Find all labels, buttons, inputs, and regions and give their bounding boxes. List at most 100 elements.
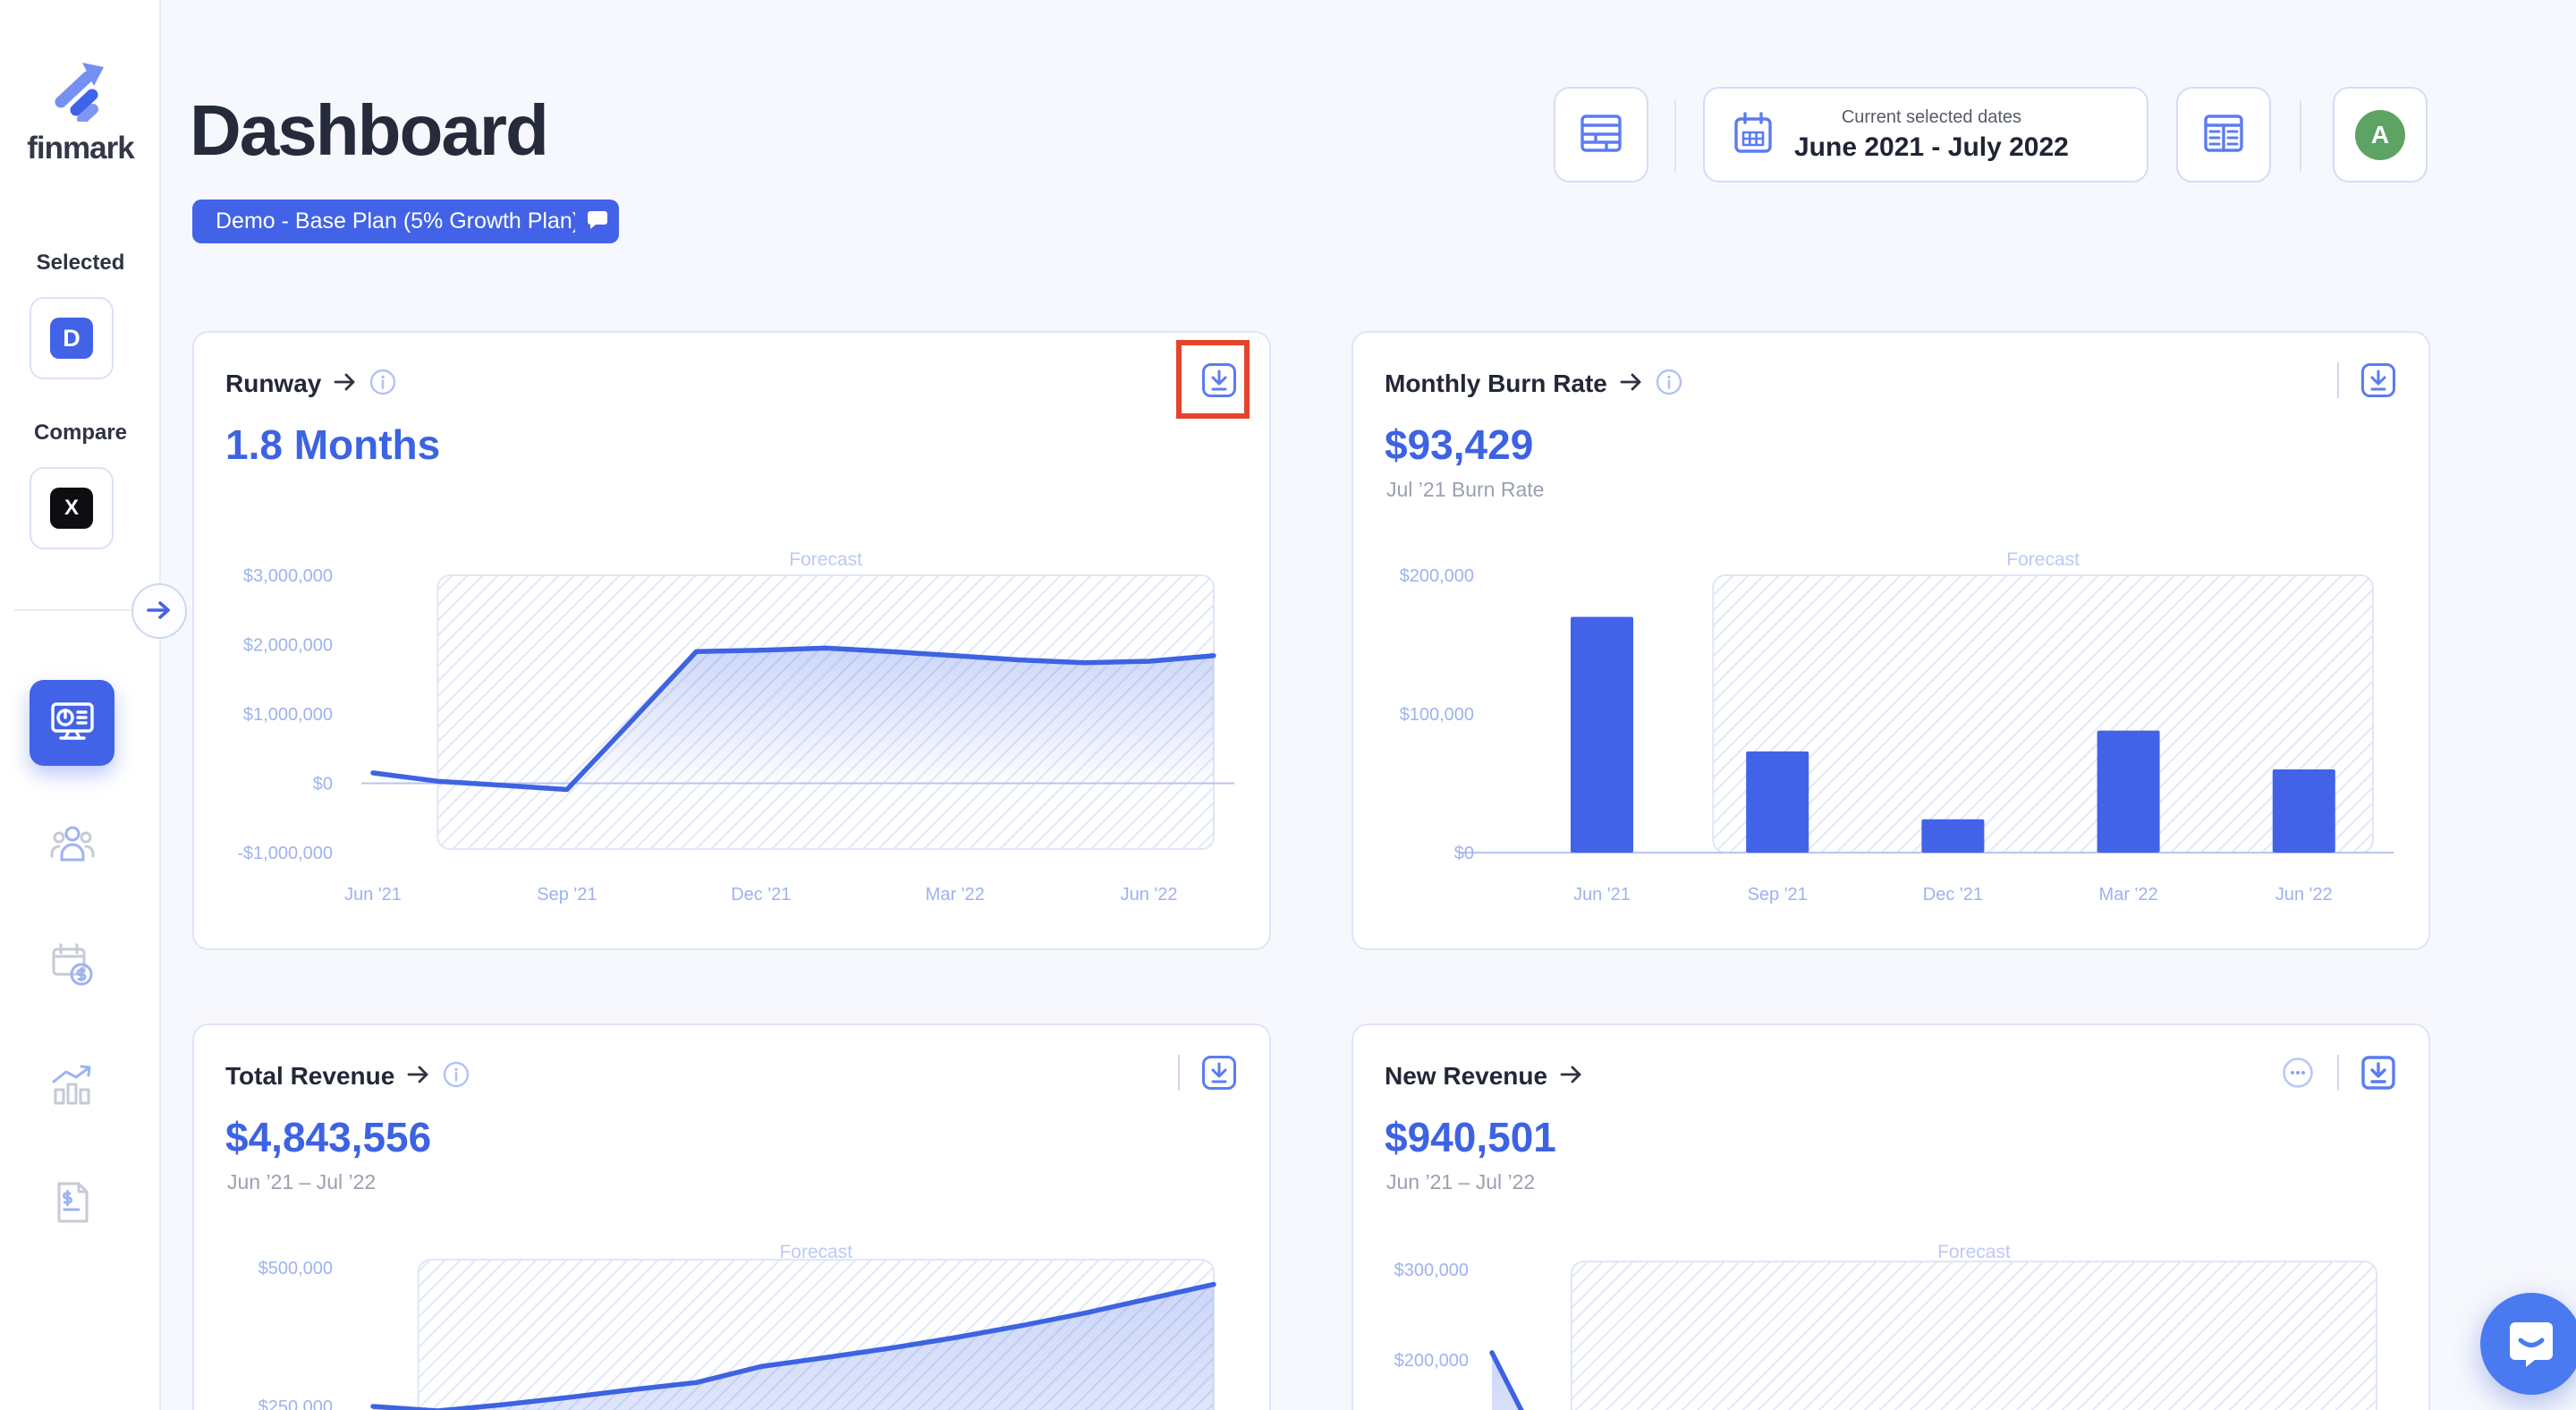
table-rows-icon	[1578, 110, 1624, 159]
svg-text:$200,000: $200,000	[1400, 566, 1474, 586]
series-line	[370, 1281, 1216, 1410]
forecast-region: Forecast	[1570, 1242, 2377, 1410]
sidebar-item-team[interactable]	[49, 820, 96, 867]
compare-label: Compare	[33, 420, 128, 445]
account-menu-button[interactable]: A	[2333, 87, 2428, 183]
y-axis-labels: $200,000 $100,000 $0	[1400, 566, 1474, 863]
x-axis-labels: Jun '21 Sep '21 Dec '21 Mar '22 Jun '22	[1573, 885, 2333, 905]
arrow-right-icon[interactable]	[1620, 371, 1643, 397]
svg-text:$1,000,000: $1,000,000	[243, 705, 333, 725]
forecast-label: Forecast	[2006, 549, 2080, 570]
sidebar-item-reports[interactable]	[49, 1062, 96, 1108]
svg-text:-$1,000,000: -$1,000,000	[237, 844, 333, 863]
summary-table-button[interactable]	[1554, 87, 1648, 183]
info-icon[interactable]	[443, 1061, 470, 1092]
series-area	[373, 648, 1214, 790]
arrow-right-icon[interactable]	[1560, 1064, 1583, 1090]
date-range-value: June 2021 - July 2022	[1794, 132, 2069, 162]
arrow-right-icon[interactable]	[407, 1064, 430, 1090]
comment-button[interactable]	[575, 200, 619, 243]
card-header-divider	[2337, 362, 2339, 398]
card-header-divider	[2337, 1055, 2339, 1091]
card-title: New Revenue	[1385, 1062, 1548, 1090]
finmark-logo-icon	[47, 59, 114, 126]
date-range-selector[interactable]: Current selected dates June 2021 - July …	[1703, 87, 2148, 183]
sidebar-expand-button[interactable]	[131, 583, 187, 639]
total-revenue-kpi-value: $4,843,556	[225, 1114, 432, 1160]
calendar-icon	[1730, 110, 1776, 159]
sidebar-item-invoices[interactable]	[49, 1179, 96, 1226]
selected-scenario-slot[interactable]: D	[30, 297, 114, 379]
calendar-dollar-icon	[49, 943, 96, 991]
forecast-label: Forecast	[789, 549, 862, 570]
sidebar: finmark Selected D Compare X	[0, 0, 161, 1410]
total-revenue-subtitle: Jun ’21 – Jul ’22	[227, 1170, 377, 1193]
bars	[1571, 616, 2335, 853]
date-range-label: Current selected dates	[1841, 106, 2022, 127]
info-icon[interactable]	[369, 369, 396, 400]
sidebar-item-dashboard[interactable]	[30, 680, 114, 766]
svg-text:Jun '21: Jun '21	[344, 885, 402, 905]
date-texts: Current selected dates June 2021 - July …	[1794, 107, 2069, 163]
card-header-divider	[1178, 1055, 1180, 1091]
svg-text:$300,000: $300,000	[1394, 1261, 1469, 1280]
svg-text:$200,000: $200,000	[1394, 1351, 1469, 1371]
card-title: Monthly Burn Rate	[1385, 369, 1607, 397]
y-axis-labels: $3,000,000 $2,000,000 $1,000,000 $0 -$1,000,…	[237, 566, 333, 863]
bar	[1921, 819, 1985, 853]
download-button[interactable]	[2360, 1055, 2396, 1091]
selected-scenario-badge: D	[50, 318, 93, 359]
new-revenue-kpi-value: $940,501	[1385, 1114, 1556, 1160]
team-icon	[49, 826, 96, 871]
bar	[1746, 751, 1809, 853]
runway-kpi-value: 1.8 Months	[225, 421, 441, 468]
forecast-region: Forecast	[1712, 549, 2374, 854]
info-icon[interactable]	[1656, 369, 1682, 400]
card-title: Total Revenue	[225, 1062, 395, 1090]
avatar: A	[2355, 109, 2405, 160]
page-title: Dashboard	[190, 90, 549, 170]
svg-text:$0: $0	[313, 775, 333, 794]
download-button[interactable]	[1201, 1055, 1237, 1091]
plan-badge[interactable]: Demo - Base Plan (5% Growth Plan)	[192, 200, 604, 243]
monthly-burn-rate-card: Monthly Burn Rate $93,429 Jul ’21 Burn R…	[1352, 331, 2430, 950]
data-table-button[interactable]	[2176, 87, 2271, 183]
bar	[2097, 730, 2160, 853]
y-axis-labels: $300,000 $200,000	[1394, 1261, 1469, 1371]
svg-text:Dec '21: Dec '21	[731, 885, 791, 905]
burn-rate-subtitle: Jul ’21 Burn Rate	[1386, 478, 1545, 501]
bar	[2272, 769, 2335, 853]
svg-text:Jun '21: Jun '21	[1573, 885, 1631, 905]
more-options-button[interactable]	[2280, 1055, 2316, 1091]
annotation-highlight	[1176, 340, 1250, 419]
svg-text:$3,000,000: $3,000,000	[243, 566, 333, 586]
svg-text:Jun '22: Jun '22	[1121, 885, 1178, 905]
card-title: Runway	[225, 369, 322, 397]
table-columns-icon	[2200, 110, 2247, 159]
bar-chart-trend-icon	[49, 1065, 96, 1112]
compare-scenario-slot[interactable]: X	[30, 467, 114, 549]
arrow-right-icon	[146, 599, 173, 624]
sidebar-divider	[14, 609, 131, 611]
series-area	[373, 1284, 1214, 1410]
logo-wordmark: finmark	[27, 131, 134, 166]
download-button[interactable]	[2360, 362, 2396, 398]
svg-text:$0: $0	[1454, 844, 1474, 863]
svg-text:$500,000: $500,000	[258, 1259, 333, 1278]
speech-bubble-icon	[586, 208, 609, 234]
svg-text:$2,000,000: $2,000,000	[243, 636, 333, 656]
toolbar-divider	[1674, 100, 1676, 172]
chat-widget-button[interactable]	[2480, 1293, 2576, 1395]
svg-text:Sep '21: Sep '21	[537, 885, 597, 905]
bar	[1571, 616, 1633, 853]
new-revenue-subtitle: Jun ’21 – Jul ’22	[1386, 1170, 1536, 1193]
arrow-right-icon[interactable]	[334, 371, 357, 397]
invoice-dollar-icon	[49, 1182, 96, 1229]
svg-text:$250,000: $250,000	[258, 1397, 333, 1410]
download-button[interactable]	[1201, 362, 1237, 398]
new-revenue-card: New Revenue $940,501 Jun ’21 – Jul ’22 F…	[1352, 1024, 2430, 1410]
total-revenue-card: Total Revenue $4,843,556 Jun ’21 – Jul ’…	[192, 1024, 1271, 1410]
svg-text:Mar '22: Mar '22	[2099, 885, 2158, 905]
sidebar-item-payroll[interactable]	[49, 941, 96, 988]
